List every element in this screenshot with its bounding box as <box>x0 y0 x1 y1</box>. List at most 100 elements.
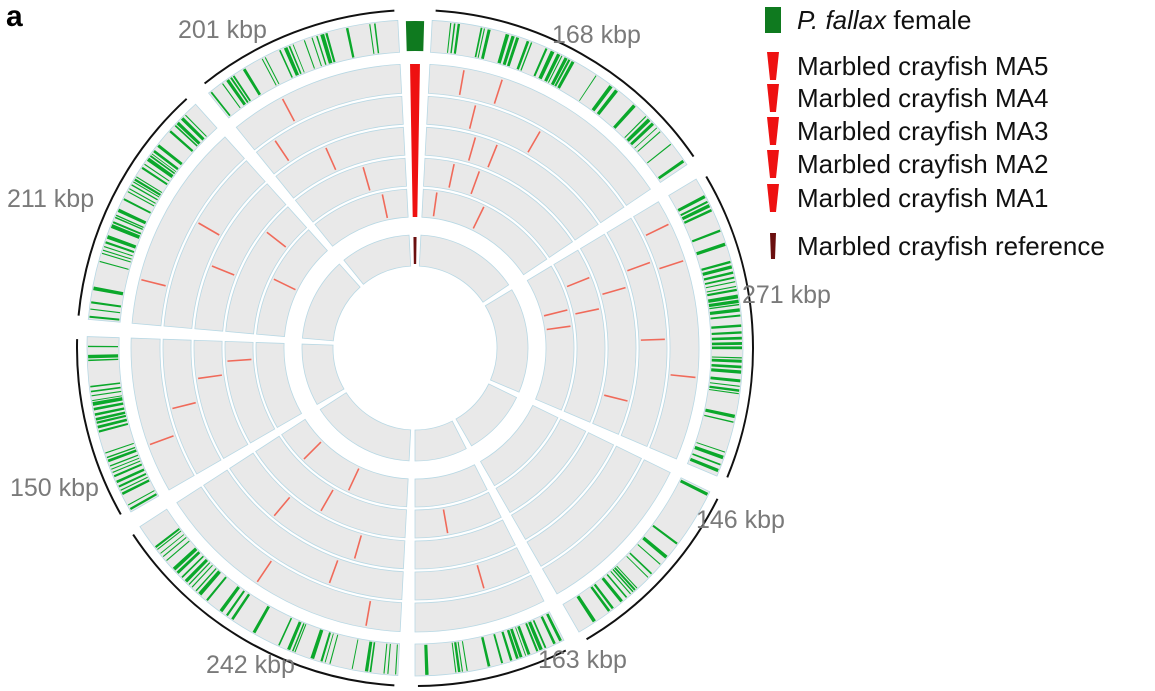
fallax-variant-mark <box>287 621 302 651</box>
marbled-variant-mark <box>448 163 455 188</box>
reference-highlight-mark <box>413 237 417 265</box>
fallax-variant-mark <box>97 418 128 429</box>
marbled-variant-mark <box>266 231 287 248</box>
fallax-variant-mark <box>162 537 187 558</box>
fallax-variant-mark <box>540 616 556 645</box>
fallax-variant-mark <box>101 252 131 263</box>
marbled-track-146-kbp <box>510 432 615 540</box>
fallax-variant-mark <box>709 388 739 395</box>
marbled-track-168-kbp <box>423 157 574 258</box>
fallax-variant-mark <box>351 639 359 670</box>
fallax-variant-mark <box>252 605 270 634</box>
fallax-variant-mark <box>127 191 155 207</box>
fallax-variant-mark <box>616 565 638 589</box>
fallax-variant-mark <box>711 342 742 346</box>
legend-swatch-fallax <box>765 7 781 33</box>
fallax-variant-mark <box>364 641 373 672</box>
marbled-variant-mark <box>467 137 477 161</box>
legend-swatch-marbled <box>767 184 779 212</box>
marbled-track-211-kbp <box>194 183 287 332</box>
fallax-variant-mark <box>708 294 739 303</box>
scale-arc-242-kbp <box>132 534 395 687</box>
legend-item-1: Marbled crayfish MA5 <box>767 51 1048 81</box>
marbled-track-163-kbp <box>414 519 516 570</box>
scale-arc-211-kbp <box>77 98 188 316</box>
scale-arc-163-kbp <box>417 649 567 687</box>
fallax-variant-mark <box>502 35 515 66</box>
marbled-track-163-kbp <box>414 574 545 633</box>
marbled-track-242-kbp <box>203 469 404 601</box>
fallax-variant-mark <box>88 358 119 362</box>
legend-label-text: Marbled crayfish MA4 <box>797 83 1048 113</box>
marbled-track-150-kbp <box>224 340 276 444</box>
marbled-variant-mark <box>347 468 360 491</box>
fallax-variant-mark <box>626 556 649 578</box>
fallax-variant-mark <box>677 195 706 212</box>
fallax-variant-mark <box>93 402 124 411</box>
fallax-variant-mark <box>93 286 124 296</box>
scale-arc-271-kbp <box>705 175 754 478</box>
fallax-variant-mark <box>123 198 151 214</box>
fallax-variant-mark <box>310 629 324 660</box>
legend-label-text: Marbled crayfish MA3 <box>797 116 1048 146</box>
legend-item-6: Marbled crayfish reference <box>770 231 1105 261</box>
fallax-variant-mark <box>515 627 527 656</box>
fallax-variant-mark <box>691 229 721 243</box>
segment-label-168-kbp: 168 kbp <box>552 21 641 49</box>
fallax-variant-mark <box>702 265 733 276</box>
fallax-variant-mark <box>118 473 147 488</box>
fallax-track-146-kbp <box>562 477 711 633</box>
fallax-variant-mark <box>614 567 636 591</box>
fallax-variant-mark <box>320 632 331 662</box>
fallax-variant-mark <box>579 75 597 101</box>
fallax-variant-mark <box>546 613 562 642</box>
fallax-variant-mark <box>554 59 571 87</box>
fallax-variant-mark <box>709 385 740 392</box>
fallax-variant-mark <box>451 642 457 673</box>
legend-label: Marbled crayfish MA1 <box>797 183 1048 213</box>
fallax-variant-mark <box>369 24 375 54</box>
fallax-variant-mark <box>112 221 142 235</box>
fallax-variant-mark <box>90 308 121 314</box>
fallax-variant-mark <box>453 23 461 54</box>
legend-label-text: Marbled crayfish MA1 <box>797 183 1048 213</box>
fallax-variant-mark <box>303 40 315 69</box>
fallax-variant-mark <box>369 642 376 673</box>
legend-swatch-marbled <box>767 84 779 112</box>
marbled-variant-mark <box>198 222 220 236</box>
fallax-variant-mark <box>683 209 713 224</box>
fallax-variant-mark <box>593 583 614 610</box>
marbled-variant-mark <box>602 286 626 296</box>
fallax-variant-mark <box>711 324 742 329</box>
marbled-highlight-mark <box>410 63 420 218</box>
fallax-variant-mark <box>612 568 634 593</box>
fallax-variant-mark <box>544 53 561 82</box>
fallax-variant-mark <box>198 570 221 596</box>
segment-label-201-kbp: 201 kbp <box>178 16 267 44</box>
marbled-variant-mark <box>149 435 174 446</box>
marbled-variant-mark <box>468 105 477 129</box>
fallax-variant-mark <box>292 44 305 73</box>
marbled-track-146-kbp <box>495 418 587 514</box>
fallax-variant-mark <box>176 551 201 574</box>
marbled-variant-mark <box>365 600 372 626</box>
fallax-variant-mark <box>506 629 519 659</box>
segment-label-146-kbp: 146 kbp <box>696 506 785 534</box>
fallax-variant-mark <box>457 641 464 672</box>
fallax-variant-mark <box>547 55 563 83</box>
fallax-variant-mark <box>172 547 198 571</box>
fallax-track-168-kbp <box>430 20 688 184</box>
fallax-variant-mark <box>395 644 398 675</box>
fallax-variant-mark <box>95 411 126 421</box>
marbled-variant-mark <box>172 401 196 410</box>
marbled-variant-mark <box>381 194 389 219</box>
fallax-variant-mark <box>613 104 636 129</box>
marbled-track-150-kbp <box>130 337 195 491</box>
fallax-variant-mark <box>117 208 147 225</box>
fallax-variant-mark <box>606 573 628 598</box>
fallax-variant-mark <box>706 285 737 293</box>
legend-label-text: Marbled crayfish MA2 <box>797 149 1048 179</box>
fallax-variant-mark <box>106 446 136 459</box>
